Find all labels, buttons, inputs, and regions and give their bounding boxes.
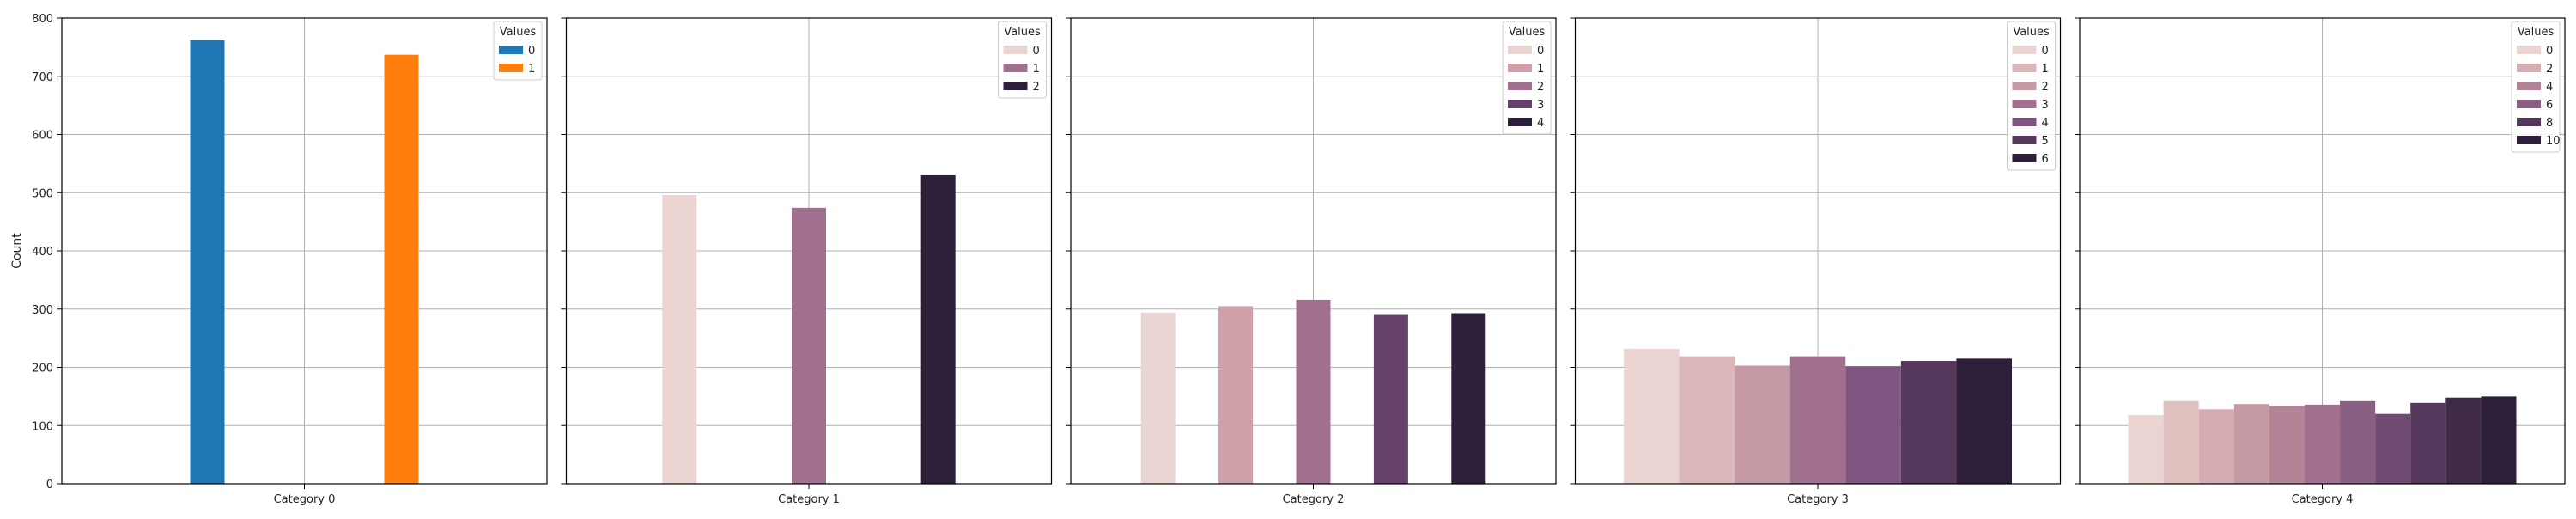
- y-tick-label: 800: [32, 13, 53, 26]
- legend-swatch: [2517, 46, 2541, 54]
- bar-category-1-value-0: [662, 194, 697, 484]
- legend-swatch: [499, 46, 523, 54]
- legend-swatch: [1003, 82, 1028, 90]
- y-tick-label: 0: [46, 479, 53, 492]
- legend-label: 6: [2546, 99, 2553, 112]
- bar-category-4-value-7: [2375, 413, 2411, 484]
- y-tick-label: 300: [32, 304, 53, 317]
- bar-category-0-value-0: [190, 40, 225, 485]
- bar-category-1-value-1: [792, 207, 826, 485]
- legend-swatch: [1508, 64, 1532, 72]
- legend-label: 6: [2042, 153, 2049, 166]
- legend-label: 2: [2546, 63, 2553, 76]
- y-tick-label: 500: [32, 187, 53, 200]
- legend-swatch: [2517, 118, 2541, 126]
- bar-category-0-value-1: [384, 54, 419, 485]
- legend-title: Values: [2518, 26, 2555, 39]
- legend-label: 2: [1033, 81, 1040, 94]
- legend-swatch: [1508, 46, 1532, 54]
- bar-category-2-value-1: [1218, 306, 1254, 484]
- legend-label: 0: [1033, 45, 1040, 58]
- legend-swatch: [499, 64, 523, 72]
- legend-box: [998, 21, 1047, 99]
- legend-label: 1: [1537, 63, 1544, 76]
- legend-label: 10: [2546, 135, 2561, 148]
- bar-category-4-value-9: [2445, 397, 2482, 484]
- bar-category-4-value-1: [2163, 400, 2199, 484]
- legend-swatch: [1508, 100, 1532, 108]
- bar-category-3-value-4: [1845, 366, 1901, 484]
- legend-swatch: [2012, 118, 2037, 126]
- legend-swatch: [2012, 46, 2037, 54]
- legend-swatch: [2012, 82, 2037, 90]
- legend-label: 0: [1537, 45, 1544, 58]
- legend-title: Values: [1004, 26, 1041, 39]
- legend-swatch: [2012, 100, 2037, 108]
- legend-box: [2007, 21, 2056, 171]
- legend-swatch: [2517, 100, 2541, 108]
- legend-label: 0: [2546, 45, 2553, 58]
- bar-category-2-value-0: [1140, 312, 1176, 484]
- legend-title: Values: [500, 26, 537, 39]
- legend-swatch: [1003, 46, 1028, 54]
- legend-label: 4: [2042, 117, 2049, 130]
- legend-label: 3: [2042, 99, 2049, 112]
- bar-category-1-value-2: [920, 174, 956, 485]
- x-tick-label: Category 3: [1787, 493, 1849, 506]
- legend-label: 8: [2546, 117, 2553, 130]
- bar-category-3-value-3: [1789, 356, 1846, 484]
- x-tick-label: Category 0: [274, 493, 336, 506]
- x-tick-label: Category 1: [778, 493, 840, 506]
- bar-category-4-value-3: [2233, 404, 2269, 484]
- bar-category-4-value-2: [2198, 409, 2234, 484]
- y-tick-label: 400: [32, 246, 53, 259]
- bar-category-2-value-2: [1296, 299, 1331, 484]
- legend-label: 0: [2042, 45, 2049, 58]
- y-tick-label: 100: [32, 420, 53, 433]
- legend-label: 2: [2042, 81, 2049, 94]
- bar-category-3-value-2: [1735, 365, 1790, 484]
- bar-category-4-value-5: [2304, 404, 2341, 484]
- x-tick-label: Category 2: [1283, 493, 1345, 506]
- legend-label: 4: [1537, 117, 1544, 130]
- x-tick-label: Category 4: [2292, 493, 2354, 506]
- legend-swatch: [1003, 64, 1028, 72]
- legend-label: 1: [528, 63, 535, 76]
- bar-category-3-value-0: [1624, 348, 1680, 484]
- legend-label: 2: [1537, 81, 1544, 94]
- bar-category-2-value-3: [1373, 314, 1408, 484]
- legend-label: 5: [2042, 135, 2049, 148]
- legend-label: 0: [528, 45, 535, 58]
- legend-swatch: [2012, 64, 2037, 72]
- bar-category-4-value-10: [2481, 396, 2517, 484]
- legend-swatch: [2517, 82, 2541, 90]
- legend-label: 4: [2546, 81, 2553, 94]
- legend-swatch: [2517, 136, 2541, 144]
- bar-category-3-value-5: [1900, 361, 1957, 484]
- legend-swatch: [1508, 82, 1532, 90]
- legend-swatch: [1508, 118, 1532, 126]
- legend-label: 3: [1537, 99, 1544, 112]
- legend-label: 1: [1033, 63, 1040, 76]
- legend-title: Values: [2013, 26, 2050, 39]
- legend-swatch: [2012, 136, 2037, 144]
- y-axis-label: Count: [10, 233, 24, 269]
- bar-category-2-value-4: [1451, 313, 1486, 484]
- bar-category-3-value-1: [1679, 356, 1735, 484]
- legend-swatch: [2012, 154, 2037, 162]
- y-tick-label: 200: [32, 363, 53, 376]
- bar-category-4-value-6: [2340, 400, 2376, 484]
- legend-swatch: [2517, 64, 2541, 72]
- y-tick-label: 700: [32, 71, 53, 84]
- bar-category-4-value-4: [2269, 406, 2305, 484]
- bar-category-4-value-8: [2410, 402, 2446, 484]
- legend-title: Values: [1509, 26, 1546, 39]
- legend-label: 1: [2042, 63, 2049, 76]
- bar-category-4-value-0: [2128, 415, 2164, 484]
- y-tick-label: 600: [32, 130, 53, 143]
- bar-category-3-value-6: [1956, 358, 2012, 484]
